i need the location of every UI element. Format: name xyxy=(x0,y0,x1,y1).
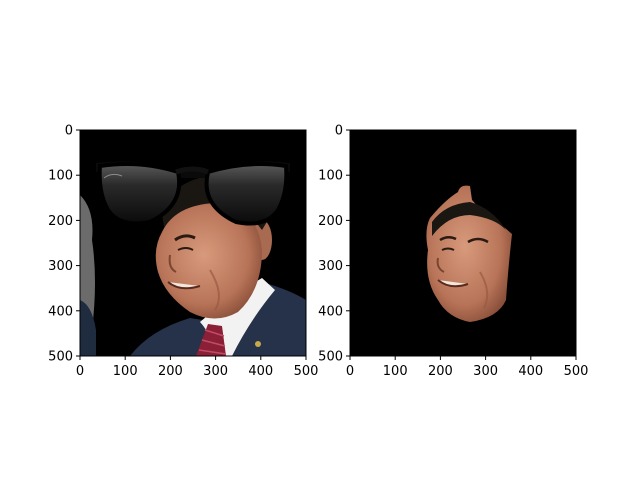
right-ytick-label-1: 100 xyxy=(318,169,343,184)
left-ytick-label-2: 200 xyxy=(48,214,73,229)
right-masked-face xyxy=(426,185,512,322)
right-axes-frame xyxy=(349,129,577,357)
tie xyxy=(196,324,226,356)
left-photo xyxy=(80,175,306,356)
left-ytick-label-5: 500 xyxy=(48,350,73,365)
left-xtick-label-5: 500 xyxy=(294,364,319,379)
left-xtick-label-1: 100 xyxy=(113,364,138,379)
right-xtick-label-5: 500 xyxy=(564,364,589,379)
left-ytick-label-4: 400 xyxy=(48,304,73,319)
right-ytick-label-0: 0 xyxy=(335,124,343,139)
right-ytick-label-2: 200 xyxy=(318,214,343,229)
right-xtick-label-4: 400 xyxy=(518,364,543,379)
left-axes-frame xyxy=(79,129,307,357)
left-ytick-label-1: 100 xyxy=(48,169,73,184)
right-ytick-label-4: 400 xyxy=(318,304,343,319)
left-xtick-label-4: 400 xyxy=(248,364,273,379)
right-xtick-label-2: 200 xyxy=(428,364,453,379)
right-xtick-label-3: 300 xyxy=(473,364,498,379)
right-ytick-label-5: 500 xyxy=(318,350,343,365)
sunglasses-overlay xyxy=(96,161,290,226)
face xyxy=(155,203,262,319)
left-ytick-label-0: 0 xyxy=(65,124,73,139)
left-xtick-label-0: 0 xyxy=(76,364,84,379)
left-xtick-label-2: 200 xyxy=(158,364,183,379)
right-ytick-label-3: 300 xyxy=(318,259,343,274)
right-xtick-label-0: 0 xyxy=(346,364,354,379)
left-xtick-label-3: 300 xyxy=(203,364,228,379)
left-ytick-label-3: 300 xyxy=(48,259,73,274)
right-xtick-label-1: 100 xyxy=(383,364,408,379)
